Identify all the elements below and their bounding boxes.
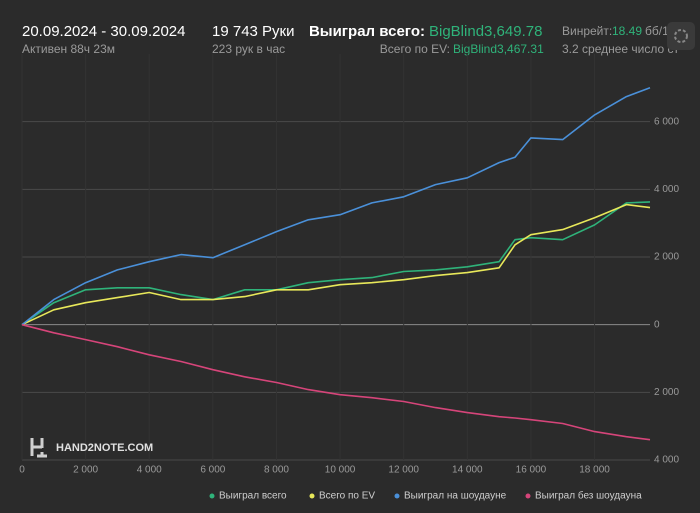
x-tick-label: 10 000 [325, 465, 356, 476]
y-tick-label: 6 000 [654, 116, 679, 127]
legend-marker [209, 493, 215, 499]
winrate-label: Винрейт: [562, 24, 612, 38]
legend-label: Выиграл всего [219, 491, 287, 502]
series-line [21, 87, 651, 326]
legend-label: Всего по EV [319, 491, 375, 502]
settings-icon [674, 29, 688, 43]
date-range: 20.09.2024 - 30.09.2024 [22, 23, 185, 40]
y-tick-label: 4 000 [654, 455, 679, 466]
legend-marker [309, 493, 315, 499]
series-line [21, 323, 651, 441]
y-tick-label: 0 [654, 319, 660, 330]
x-tick-label: 16 000 [516, 465, 547, 476]
x-tick-label: 0 [19, 465, 25, 476]
winrate-value: 18.49 [612, 24, 642, 38]
legend-marker [525, 493, 531, 499]
legend-label: Выиграл без шоудауна [535, 490, 642, 502]
settings-button[interactable] [667, 22, 695, 50]
x-tick-label: 14 000 [452, 465, 483, 476]
won-value: BigBlind3,649.78 [429, 23, 542, 40]
ev-value: BigBlind3,467.31 [453, 42, 544, 56]
series-line [21, 201, 651, 326]
x-tick-label: 6 000 [200, 465, 225, 476]
y-tick-label: 4 000 [654, 184, 679, 195]
y-tick-label: 2 000 [654, 252, 679, 263]
legend-label: Выиграл на шоудауне [404, 491, 507, 502]
hands-rate: 223 рук в час [212, 42, 285, 56]
x-tick-label: 8 000 [264, 465, 289, 476]
x-tick-label: 12 000 [388, 465, 419, 476]
y-tick-label: 2 000 [654, 387, 679, 398]
legend-marker [394, 493, 400, 499]
logo: HAND2NOTE.COM [30, 438, 153, 458]
x-tick-label: 18 000 [579, 465, 610, 476]
won-label: Выиграл всего: [309, 23, 425, 40]
x-tick-label: 2 000 [73, 465, 98, 476]
ev-label: Всего по EV: [380, 42, 450, 56]
avg-players: 3.2 среднее число ст [562, 42, 680, 56]
hands: 19 743 Руки [212, 23, 295, 40]
series-line [21, 203, 651, 326]
logo-icon [30, 438, 47, 458]
x-tick-label: 4 000 [137, 465, 162, 476]
active-time: Активен 88ч 23м [22, 42, 115, 56]
watermark: HAND2NOTE.COM [56, 442, 153, 454]
